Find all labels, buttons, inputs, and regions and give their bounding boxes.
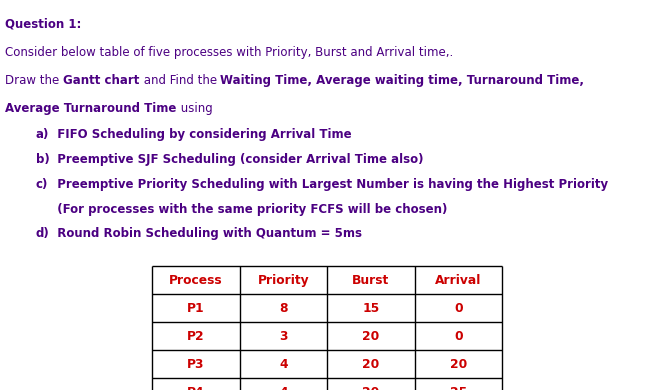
Text: Consider below table of five processes with Priority, Burst and Arrival time,.: Consider below table of five processes w… bbox=[5, 46, 454, 58]
Text: c): c) bbox=[36, 178, 48, 191]
Text: 0: 0 bbox=[454, 330, 463, 343]
Text: b): b) bbox=[36, 153, 49, 166]
Text: Preemptive SJF Scheduling (consider Arrival Time also): Preemptive SJF Scheduling (consider Arri… bbox=[49, 153, 423, 166]
Text: 4: 4 bbox=[279, 358, 288, 371]
Text: P3: P3 bbox=[187, 358, 205, 371]
Text: Question 1:: Question 1: bbox=[5, 18, 82, 30]
Text: Arrival: Arrival bbox=[435, 274, 481, 287]
Text: 20: 20 bbox=[362, 386, 380, 390]
Text: 0: 0 bbox=[454, 302, 463, 315]
Text: P2: P2 bbox=[187, 330, 205, 343]
Text: 20: 20 bbox=[362, 330, 380, 343]
Text: Average Turnaround Time: Average Turnaround Time bbox=[5, 102, 176, 115]
Text: 20: 20 bbox=[362, 358, 380, 371]
Text: a): a) bbox=[36, 128, 49, 142]
Text: 15: 15 bbox=[362, 302, 380, 315]
Text: Draw the: Draw the bbox=[5, 74, 64, 87]
Text: Burst: Burst bbox=[353, 274, 389, 287]
Text: using: using bbox=[176, 102, 213, 115]
Text: 4: 4 bbox=[279, 386, 288, 390]
Text: 20: 20 bbox=[450, 358, 467, 371]
Text: P1: P1 bbox=[187, 302, 205, 315]
Text: d): d) bbox=[36, 227, 49, 240]
Text: Waiting Time, Average waiting time, Turnaround Time,: Waiting Time, Average waiting time, Turn… bbox=[220, 74, 584, 87]
Text: Gantt chart: Gantt chart bbox=[64, 74, 139, 87]
Text: P4: P4 bbox=[187, 386, 205, 390]
Text: (For processes with the same priority FCFS will be chosen): (For processes with the same priority FC… bbox=[49, 202, 447, 216]
Text: FIFO Scheduling by considering Arrival Time: FIFO Scheduling by considering Arrival T… bbox=[49, 128, 351, 142]
Text: Process: Process bbox=[169, 274, 223, 287]
Text: 25: 25 bbox=[450, 386, 467, 390]
Text: 8: 8 bbox=[279, 302, 288, 315]
Text: 3: 3 bbox=[279, 330, 288, 343]
Text: Round Robin Scheduling with Quantum = 5ms: Round Robin Scheduling with Quantum = 5m… bbox=[49, 227, 362, 240]
Text: and Find the: and Find the bbox=[139, 74, 220, 87]
Text: Preemptive Priority Scheduling with Largest Number is having the Highest Priorit: Preemptive Priority Scheduling with Larg… bbox=[49, 178, 608, 191]
Text: Priority: Priority bbox=[258, 274, 309, 287]
